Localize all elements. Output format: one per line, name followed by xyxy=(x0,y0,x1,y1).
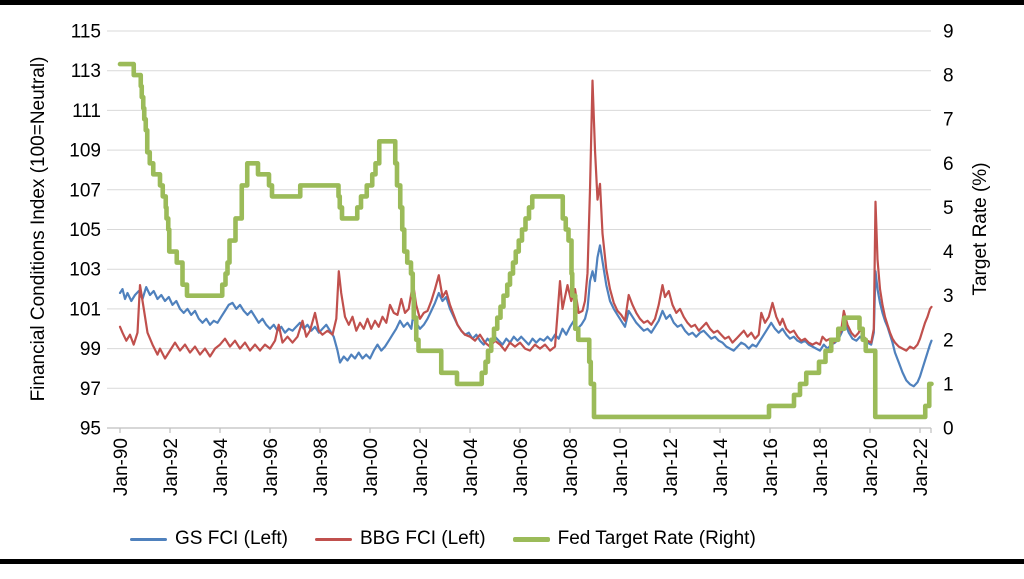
legend-item-bbg-fci-left-: BBG FCI (Left) xyxy=(314,528,486,550)
left-axis-tick-label: 111 xyxy=(72,101,101,122)
bottom-border-bar xyxy=(0,559,1024,564)
right-axis-tick-label: 1 xyxy=(943,374,954,395)
legend-label: GS FCI (Left) xyxy=(175,528,288,549)
right-axis-tick-label: 0 xyxy=(943,419,954,440)
chart-legend: GS FCI (Left) BBG FCI (Left) Fed Target Ra… xyxy=(130,528,756,550)
right-axis-tick-label: 4 xyxy=(943,242,954,263)
axes xyxy=(107,427,932,433)
left-axis-tick-label: 97 xyxy=(80,379,101,400)
legend-label: BBG FCI (Left) xyxy=(359,528,486,549)
right-axis-tick-label: 3 xyxy=(943,286,954,307)
gridlines xyxy=(107,30,931,429)
left-axis-tick-label: 95 xyxy=(80,419,101,440)
right-axis-tick-label: 5 xyxy=(943,198,954,219)
series-lines xyxy=(117,61,934,420)
left-axis-tick-label: 101 xyxy=(69,299,101,320)
x-axis-tick-label: Jan-10 xyxy=(611,438,632,496)
legend-line-sample xyxy=(130,537,167,541)
right-axis-title: Target Rate (%) xyxy=(970,162,991,295)
series-line-fed-target-rate-right- xyxy=(117,61,934,420)
left-axis-tick-label: 113 xyxy=(71,61,101,82)
x-axis-tick-label: Jan-22 xyxy=(911,438,932,496)
x-axis-tick-label: Jan-00 xyxy=(361,438,382,496)
legend-item-gs-fci-left-: GS FCI (Left) xyxy=(130,528,288,550)
left-axis-tick-label: 99 xyxy=(80,339,101,360)
left-axis-tick-label: 105 xyxy=(69,220,101,241)
x-axis-tick-label: Jan-12 xyxy=(661,438,682,496)
x-axis-tick-label: Jan-96 xyxy=(261,438,282,496)
axis-tick-labels: 95 97 99 101 103 105 107 109 111 113 115 0 1 2 3 4 5 6 7 8 9… xyxy=(69,22,954,497)
left-axis-tick-label: 103 xyxy=(69,260,101,281)
right-axis-tick-label: 6 xyxy=(943,154,954,175)
x-axis-tick-label: Jan-16 xyxy=(761,438,782,496)
x-axis-tick-label: Jan-92 xyxy=(161,438,182,496)
x-axis-tick-label: Jan-98 xyxy=(311,438,332,496)
left-axis-tick-label: 107 xyxy=(69,180,101,201)
x-axis-tick-label: Jan-90 xyxy=(111,438,132,496)
x-axis-tick-label: Jan-04 xyxy=(461,438,482,497)
x-axis-tick-label: Jan-08 xyxy=(561,438,582,496)
x-axis-tick-label: Jan-94 xyxy=(211,438,232,497)
right-axis-tick-label: 2 xyxy=(943,330,954,351)
right-axis-tick-label: 9 xyxy=(943,22,954,43)
series-line-gs-fci-left- xyxy=(118,244,933,388)
x-axis-tick-label: Jan-20 xyxy=(861,438,882,496)
left-axis-title: Financial Conditions Index (100=Neutral) xyxy=(28,57,49,402)
legend-line-sample xyxy=(314,537,352,541)
left-axis-tick-label: 109 xyxy=(69,141,101,162)
x-axis-tick-label: Jan-14 xyxy=(711,438,732,497)
legend-line-sample xyxy=(512,536,550,542)
x-axis-tick-label: Jan-18 xyxy=(811,438,832,496)
x-axis-tick-label: Jan-02 xyxy=(411,438,432,496)
x-axis-tick-label: Jan-06 xyxy=(511,438,532,496)
right-axis-tick-label: 8 xyxy=(943,66,954,87)
series-line-bbg-fci-left- xyxy=(118,79,933,360)
top-border-bar xyxy=(0,0,1024,5)
legend-item-fed-target-rate-right-: Fed Target Rate (Right) xyxy=(512,528,756,550)
right-axis-tick-label: 7 xyxy=(943,110,954,131)
legend-label: Fed Target Rate (Right) xyxy=(557,528,756,549)
left-axis-tick-label: 115 xyxy=(71,22,101,43)
